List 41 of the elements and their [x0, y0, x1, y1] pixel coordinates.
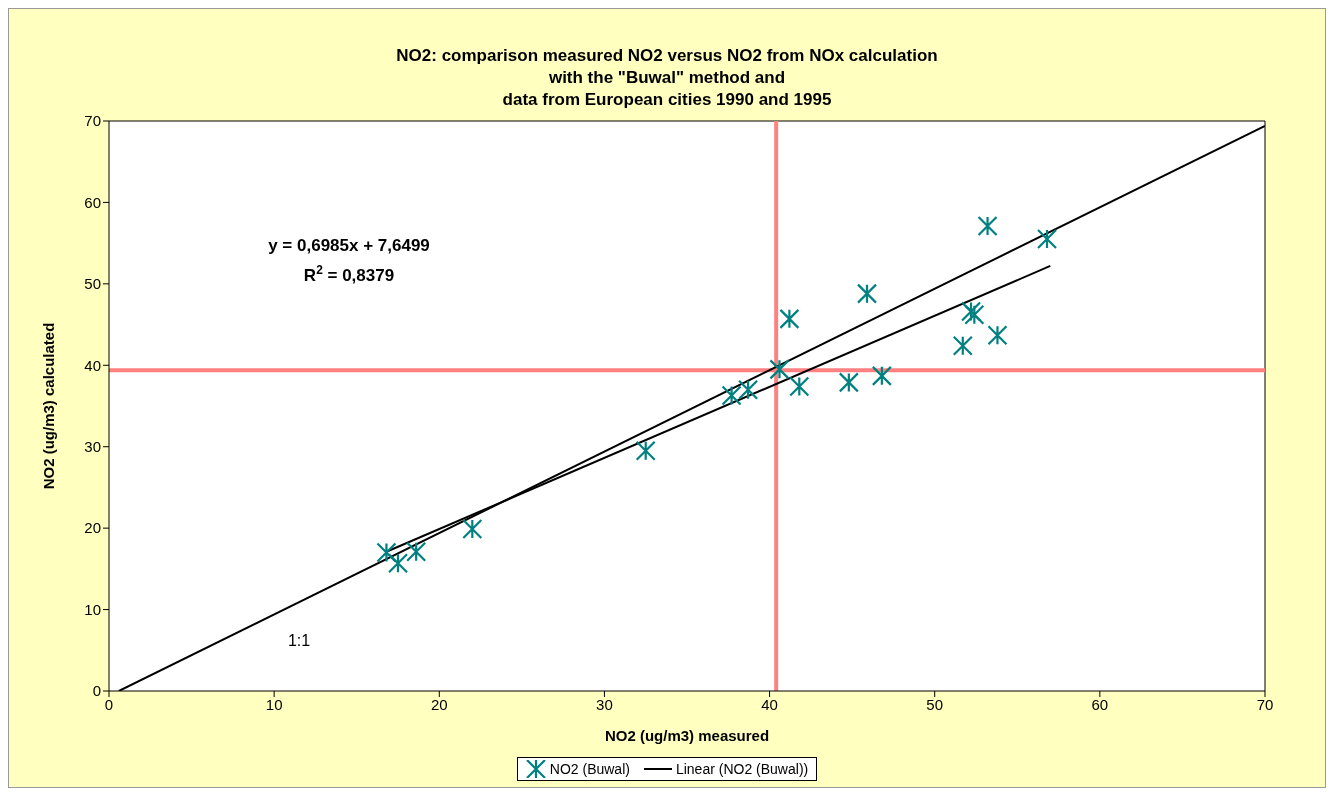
point — [1036, 228, 1058, 250]
annotation: 1:1 — [287, 632, 311, 649]
point — [952, 335, 973, 356]
point — [838, 372, 859, 393]
x-tick-label: 20 — [430, 695, 448, 713]
point — [635, 440, 656, 461]
point — [738, 379, 759, 400]
x-tick-label: 10 — [265, 695, 283, 713]
point — [462, 518, 483, 540]
y-tick-label: 40 — [84, 356, 101, 374]
legend-label: NO2 (Buwal) — [548, 760, 630, 778]
x-tick-label: 70 — [1256, 695, 1274, 713]
y-tick-label: 10 — [84, 600, 101, 618]
x-tick-label: 30 — [596, 695, 613, 713]
y-tick-label: 70 — [84, 112, 101, 130]
point — [871, 365, 892, 386]
point — [977, 215, 998, 237]
x-tick-label: 60 — [1091, 695, 1109, 713]
point — [856, 283, 878, 304]
y-axis-title: NO2 (ug/m3) calculated — [40, 322, 58, 490]
y-tick-label: 60 — [84, 193, 101, 211]
point — [387, 553, 409, 574]
point — [376, 542, 397, 563]
x-axis-title: NO2 (ug/m3) measured — [604, 727, 770, 744]
y-tick-label: 20 — [84, 519, 101, 537]
y-tick-label: 30 — [84, 438, 101, 456]
point — [721, 385, 742, 406]
x-tick-label: 0 — [104, 695, 114, 713]
y-tick-label: 0 — [92, 682, 101, 700]
point — [769, 359, 790, 380]
chart-title: NO2: comparison measured NO2 versus NO2 from NOx calculation with the "Buwal" method and data from European cities 1990 and 1995 — [395, 45, 939, 111]
x-tick-label: 40 — [761, 695, 778, 713]
annotation: R$^{2}$ = 0,8379 — [303, 263, 395, 285]
annotation: y = 0,6985x + 7,6499 — [268, 236, 430, 255]
point — [987, 325, 1008, 346]
x-tick-label: 50 — [926, 695, 944, 713]
point — [789, 376, 810, 397]
point — [779, 308, 800, 329]
legend-label: Linear (NO2 (Buwal)) — [674, 760, 809, 778]
y-tick-label: 50 — [84, 275, 101, 293]
point — [406, 541, 427, 562]
